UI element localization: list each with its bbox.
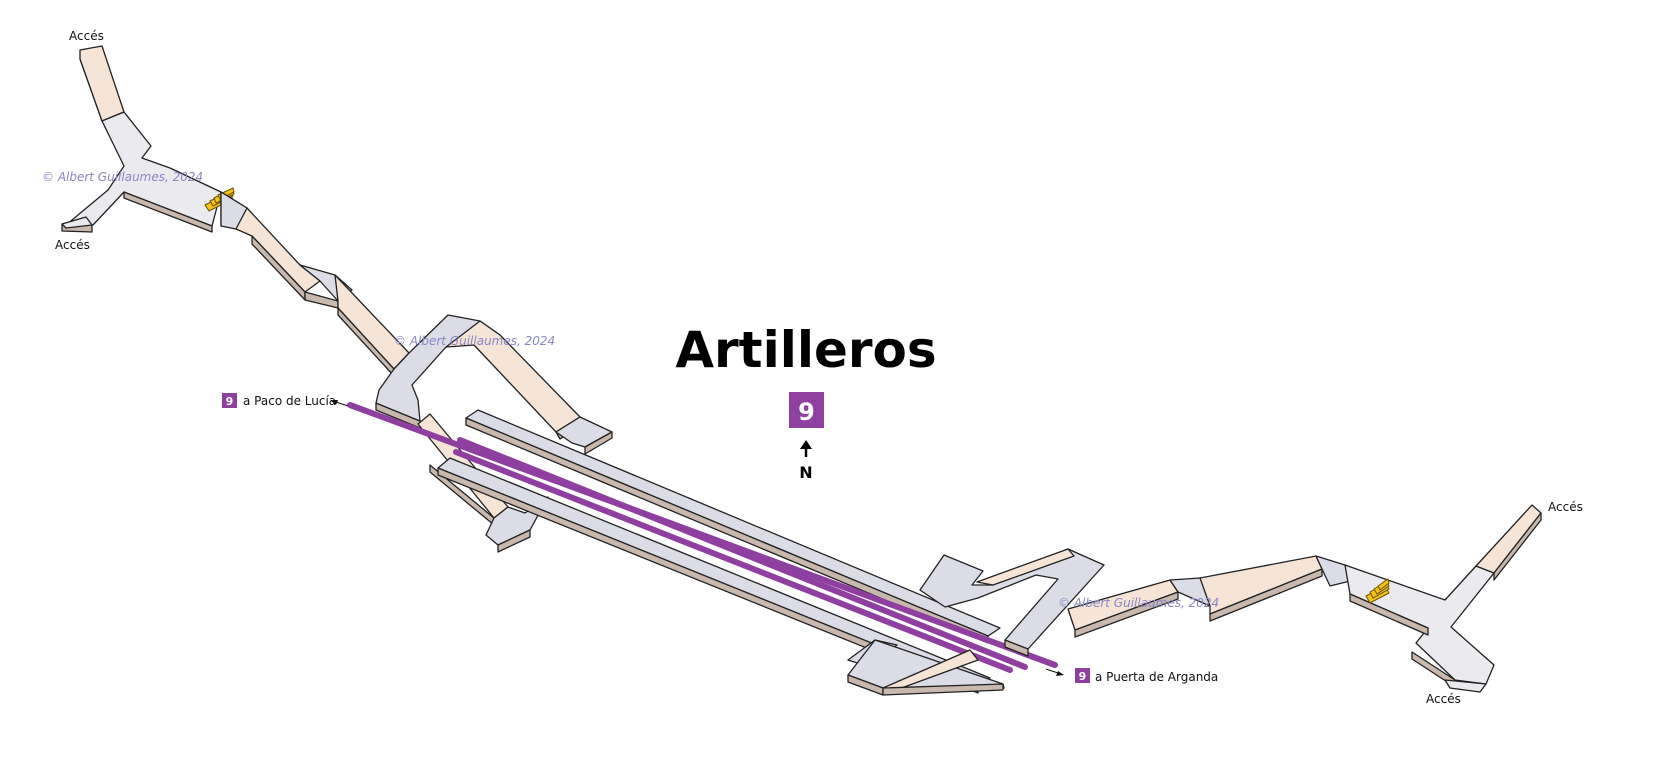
north-platform <box>465 409 1001 637</box>
direction-west: 9 a Paco de Lucía <box>222 393 349 408</box>
east-loop-floor <box>919 548 1105 650</box>
track-2 <box>457 437 1028 670</box>
station-title: Artilleros <box>675 321 936 379</box>
east-connector <box>1067 555 1351 638</box>
line-9-tracks <box>347 402 1058 673</box>
arrow-west-icon <box>335 401 349 407</box>
watermark-2: © Albert Guillaumes, 2024 <box>394 334 555 348</box>
watermark-1: © Albert Guillaumes, 2024 <box>42 170 203 184</box>
platforms <box>437 409 1001 694</box>
se-access <box>1344 504 1542 693</box>
nw-upper-ramp <box>79 45 125 122</box>
nw-junction-floor <box>65 111 222 227</box>
station-line-number: 9 <box>798 398 815 426</box>
arrow-east-icon <box>1045 668 1059 674</box>
direction-west-line: 9 <box>226 395 234 408</box>
access-label-se-top: Accés <box>1548 500 1583 514</box>
se-escalator-icon <box>1365 578 1390 604</box>
line-badge-west-icon <box>222 393 237 408</box>
direction-east: 9 a Puerta de Arganda <box>1045 668 1218 684</box>
east-upper-ramp <box>976 548 1075 586</box>
access-label-nw-bottom: Accés <box>55 238 90 252</box>
nw-connector <box>220 191 410 377</box>
east-mezzanine <box>847 548 1105 696</box>
line-badge-east-icon <box>1075 668 1090 683</box>
access-label-se-bottom: Accés <box>1426 692 1461 706</box>
watermark-3: © Albert Guillaumes, 2024 <box>1058 596 1219 610</box>
nw-access <box>61 45 248 233</box>
nw-ramp-1 <box>235 207 321 293</box>
north-arrow-icon <box>800 440 812 457</box>
north-label: N <box>799 463 812 482</box>
track-3 <box>453 449 1013 673</box>
se-upper-ramp <box>1475 504 1542 574</box>
line-badge-icon <box>789 392 824 428</box>
direction-west-destination: a Paco de Lucía <box>243 394 336 408</box>
direction-east-line: 9 <box>1079 670 1087 683</box>
access-label-nw-top: Accés <box>69 29 104 43</box>
direction-east-destination: a Puerta de Arganda <box>1095 670 1218 684</box>
